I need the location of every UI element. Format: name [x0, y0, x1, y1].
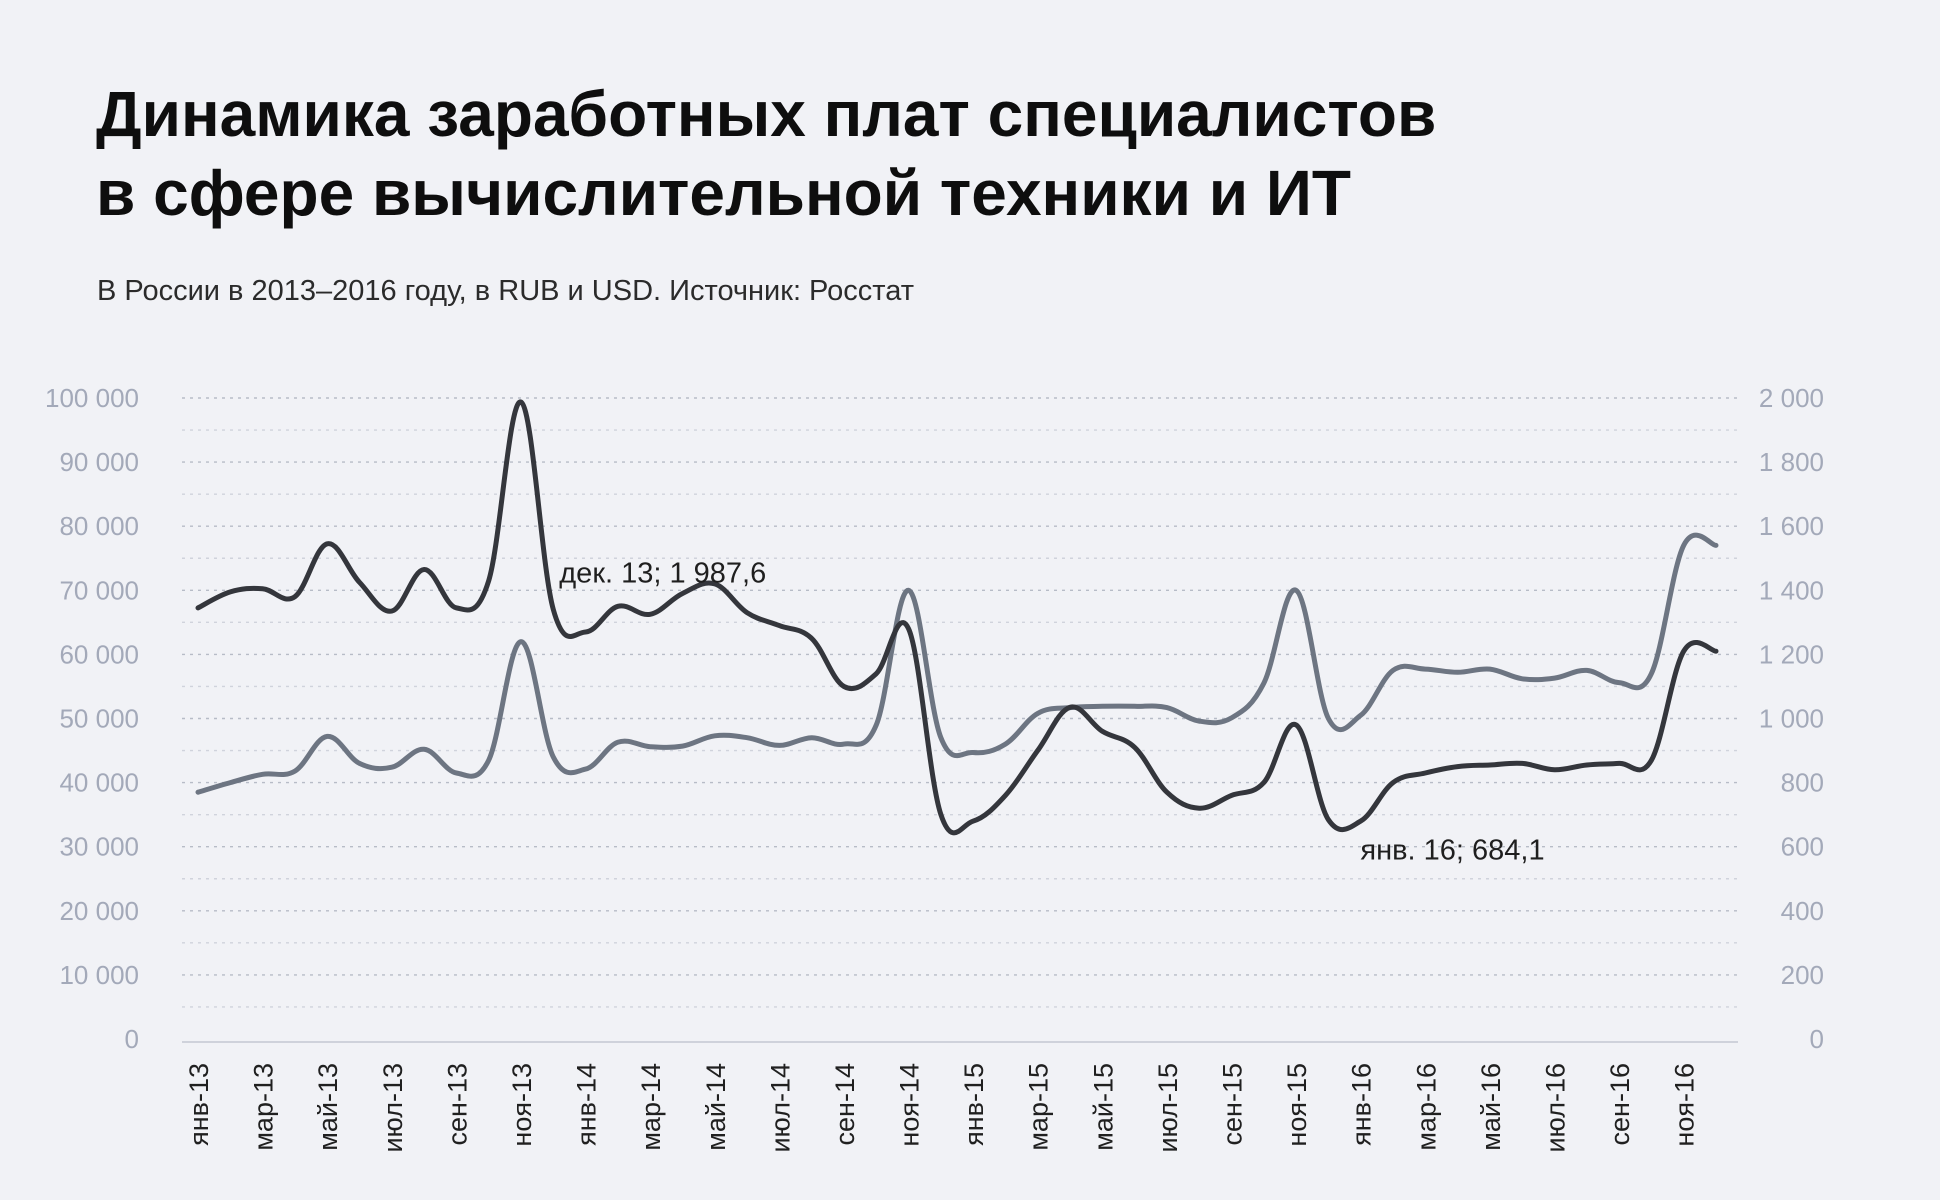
right-axis-ticks: 0 200 400 600 800 1 000 1 200 1 400 1 600 1 800 2 … [1759, 383, 1824, 1054]
right-axis-tick-label: 600 [1781, 832, 1824, 862]
x-axis-tick-label: ноя-13 [507, 1063, 537, 1147]
annotation-label: дек. 13; 1 987,6 [559, 558, 766, 590]
right-axis-tick-label: 1 400 [1759, 575, 1824, 605]
annotation-label: янв. 16; 684,1 [1360, 835, 1544, 867]
left-axis-tick-label: 90 000 [59, 447, 139, 477]
x-axis-tick-label: май-16 [1476, 1063, 1506, 1151]
left-axis-tick-label: 60 000 [59, 639, 139, 669]
chart-title-line-2: в сфере вычислительной техники и ИТ [96, 157, 1351, 229]
x-axis-tick-label: ноя-15 [1282, 1063, 1312, 1147]
right-axis-tick-label: 200 [1781, 960, 1824, 990]
left-axis-tick-label: 100 000 [45, 383, 139, 413]
x-axis-tick-label: янв-14 [572, 1063, 602, 1146]
left-axis-tick-label: 70 000 [59, 575, 139, 605]
x-axis-tick-label: мар-16 [1411, 1063, 1441, 1151]
x-axis-tick-label: май-15 [1088, 1063, 1118, 1151]
x-axis-tick-label: мар-13 [249, 1063, 279, 1151]
x-axis-tick-label: июл-14 [765, 1063, 795, 1153]
chart-title-line-1: Динамика заработных плат специалистов [96, 78, 1436, 150]
x-axis-ticks: янв-13 мар-13 май-13 июл-13 сен-13 ноя-13 янв-… [184, 1063, 1700, 1153]
right-axis-tick-label: 1 000 [1759, 704, 1824, 734]
annotations: дек. 13; 1 987,6 янв. 16; 684,1 [559, 558, 1544, 867]
right-axis-tick-label: 400 [1781, 896, 1824, 926]
x-axis-tick-label: ноя-16 [1670, 1063, 1700, 1147]
x-axis-tick-label: май-13 [313, 1063, 343, 1151]
x-axis-tick-label: июл-15 [1153, 1063, 1183, 1153]
x-axis-tick-label: сен-14 [830, 1063, 860, 1145]
x-axis-tick-label: сен-13 [442, 1063, 472, 1145]
x-axis-tick-label: сен-16 [1605, 1063, 1635, 1145]
x-axis-tick-label: май-14 [701, 1063, 731, 1151]
x-axis-tick-label: ноя-14 [895, 1063, 925, 1147]
left-axis-ticks: 0 10 000 20 000 30 000 40 000 50 000 60 000 70 … [45, 383, 139, 1054]
right-axis-tick-label: 1 800 [1759, 447, 1824, 477]
left-axis-tick-label: 30 000 [59, 832, 139, 862]
chart-subtitle: В России в 2013–2016 году, в RUB и USD. … [97, 275, 914, 307]
x-axis-tick-label: янв-15 [959, 1063, 989, 1146]
left-axis-tick-label: 20 000 [59, 896, 139, 926]
series-line-2 [195, 399, 1719, 836]
x-axis-tick-label: сен-15 [1218, 1063, 1248, 1145]
right-axis-tick-label: 0 [1810, 1024, 1824, 1054]
grid-lines [182, 397, 1738, 1008]
series-line-1 [195, 532, 1719, 795]
right-axis-tick-label: 1 200 [1759, 639, 1824, 669]
x-axis-tick-label: янв-13 [184, 1063, 214, 1146]
left-axis-tick-label: 50 000 [59, 704, 139, 734]
x-axis-tick-label: янв-16 [1347, 1063, 1377, 1146]
series-lines [195, 399, 1719, 836]
x-axis-tick-label: мар-14 [636, 1063, 666, 1151]
right-axis-tick-label: 2 000 [1759, 383, 1824, 413]
right-axis-tick-label: 1 600 [1759, 511, 1824, 541]
x-axis-tick-label: июл-13 [378, 1063, 408, 1153]
right-axis-tick-label: 800 [1781, 768, 1824, 798]
x-axis-tick-label: июл-16 [1541, 1063, 1571, 1153]
left-axis-tick-label: 0 [125, 1024, 139, 1054]
left-axis-tick-label: 10 000 [59, 960, 139, 990]
left-axis-tick-label: 80 000 [59, 511, 139, 541]
x-axis-tick-label: мар-15 [1024, 1063, 1054, 1151]
left-axis-tick-label: 40 000 [59, 768, 139, 798]
